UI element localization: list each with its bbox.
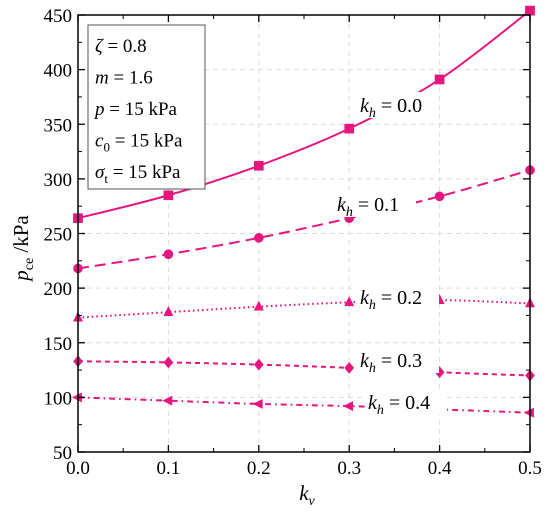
x-tick-label: 0.2: [247, 458, 271, 479]
series-lines: [77, 9, 531, 414]
data-point: [162, 395, 173, 406]
data-point: [523, 407, 534, 418]
series-label: kh = 0.2: [360, 287, 422, 313]
parameter-line: σt = 15 kPa: [95, 162, 181, 186]
series-line: [77, 396, 531, 414]
data-point: [163, 306, 174, 317]
data-point: [253, 300, 264, 311]
parameter-line: p = 15 kPa: [93, 99, 178, 120]
data-point: [434, 74, 445, 85]
data-point: [253, 233, 264, 243]
data-point: [252, 398, 263, 409]
y-tick-label: 300: [44, 170, 73, 191]
data-point: [343, 401, 354, 412]
series-label-bg: [334, 191, 416, 217]
y-axis-title: pce /kPa: [9, 215, 37, 283]
axis-ticks: [77, 14, 531, 453]
series-label-bg: [365, 389, 447, 415]
y-tick-label: 400: [44, 61, 73, 82]
series-label: kh = 0.0: [360, 95, 422, 121]
series-markers-group: [72, 293, 536, 322]
series-label: kh = 0.4: [368, 392, 430, 418]
series-labels: kh = 0.0 kh = 0.1 kh = 0.2 kh = 0.3 kh = 0.4: [334, 92, 447, 418]
series-markers-group: [73, 355, 535, 382]
series-line: [77, 360, 531, 377]
data-point: [344, 296, 355, 307]
data-point: [525, 5, 535, 16]
data-point: [163, 190, 174, 201]
x-tick-label: 0.5: [518, 458, 542, 479]
y-tick-labels: 50 100 150 200 250 300 350 400 450: [44, 6, 73, 464]
series-label: kh = 0.3: [360, 350, 422, 376]
parameter-box: ζ = 0.8 m = 1.6 p = 15 kPa c0 = 15 kPa σt = …: [87, 24, 206, 190]
data-point: [434, 191, 445, 202]
x-tick-label: 0.1: [157, 458, 181, 479]
parameter-line: ζ = 0.8: [95, 36, 147, 57]
grid-lines: [78, 15, 530, 452]
parameter-box-frame: [87, 24, 206, 190]
y-tick-label: 250: [44, 225, 73, 246]
series-line: [77, 169, 531, 270]
data-point: [253, 160, 264, 171]
x-tick-label: 0.4: [428, 458, 452, 479]
series-label-bg: [357, 347, 439, 373]
x-axis-title: kv: [299, 481, 315, 509]
parameter-line: c0 = 15 kPa: [95, 131, 183, 155]
series-label-bg: [357, 92, 439, 118]
series-label: kh = 0.1: [337, 194, 399, 220]
data-point: [163, 356, 174, 369]
x-tick-label: 0.3: [337, 458, 361, 479]
data-point: [344, 361, 355, 374]
data-point: [344, 123, 355, 134]
data-point: [253, 358, 264, 371]
data-point: [163, 249, 174, 260]
x-tick-label: 0.0: [66, 458, 90, 479]
y-tick-label: 50: [53, 443, 72, 464]
y-tick-label: 350: [44, 115, 73, 136]
y-tick-label: 150: [44, 334, 73, 355]
y-tick-label: 450: [44, 6, 73, 27]
svg-text:pce /kPa: pce /kPa: [9, 215, 37, 283]
x-tick-labels: 0.0 0.1 0.2 0.3 0.4 0.5: [66, 458, 542, 479]
series-line: [77, 299, 531, 319]
y-tick-label: 200: [44, 279, 73, 300]
series-line: [77, 9, 531, 220]
parameter-line: m = 1.6: [95, 68, 153, 89]
series-label-bg: [357, 284, 439, 310]
series-markers-group: [71, 392, 534, 418]
y-tick-label: 100: [44, 388, 73, 409]
